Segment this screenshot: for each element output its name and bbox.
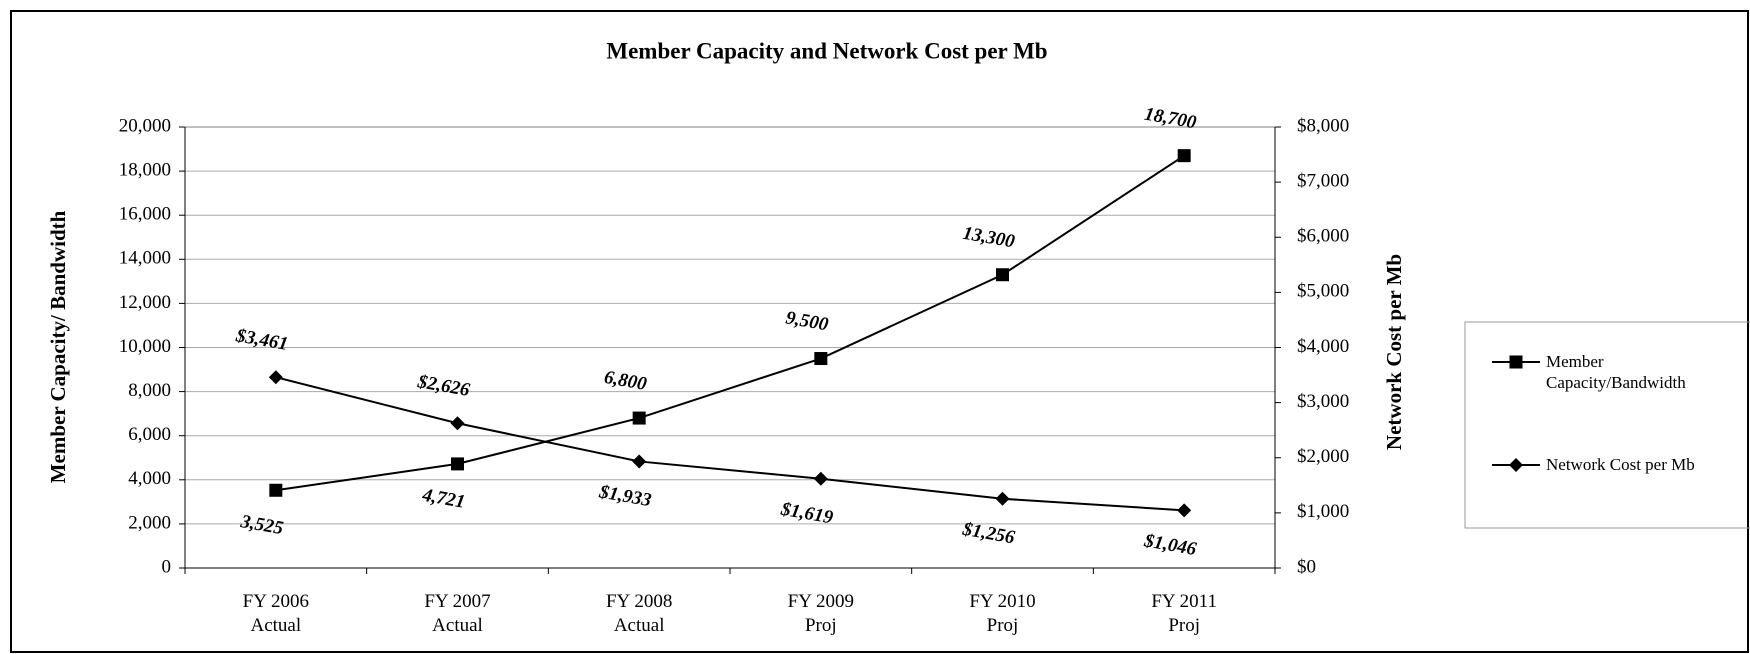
- x-tick-label: FY 2009 Proj: [787, 591, 854, 636]
- data-point: [995, 491, 1010, 506]
- y-axis-title: Member Capacity/ Bandwidth: [46, 210, 70, 483]
- data-label: 4,721: [420, 485, 467, 513]
- y-tick-label: 16,000: [119, 204, 171, 225]
- data-point: [632, 454, 647, 469]
- y-tick-label: 2,000: [128, 512, 171, 533]
- data-point: [632, 411, 646, 425]
- y2-tick-label: $7,000: [1297, 170, 1349, 191]
- data-point: [814, 352, 828, 366]
- chart-border: [10, 10, 1749, 653]
- y2-tick-label: $4,000: [1297, 336, 1349, 357]
- y-tick-label: 12,000: [119, 292, 171, 313]
- chart-title: Member Capacity and Network Cost per Mb: [606, 38, 1047, 63]
- x-tick-label: FY 2010 Proj: [969, 591, 1036, 636]
- data-label: 9,500: [784, 307, 830, 335]
- data-point: [269, 483, 283, 497]
- legend-label: Network Cost per Mb: [1546, 455, 1695, 474]
- legend-box: [1464, 321, 1750, 529]
- y-tick-label: 14,000: [119, 248, 171, 269]
- data-label: 3,525: [238, 511, 285, 539]
- y2-tick-label: $1,000: [1297, 501, 1349, 522]
- data-label: $3,461: [233, 325, 289, 355]
- data-point: [451, 457, 464, 471]
- y-tick-label: 20,000: [119, 115, 171, 136]
- y2-tick-label: $5,000: [1297, 281, 1349, 302]
- legend-marker: [1509, 458, 1523, 472]
- data-point: [450, 416, 465, 431]
- x-tick-label: FY 2007 Actual: [424, 591, 491, 636]
- y-tick-label: 10,000: [119, 336, 171, 357]
- data-point: [996, 268, 1009, 282]
- series-line: [275, 376, 1185, 512]
- data-point: [1177, 149, 1191, 163]
- x-tick-label: FY 2011 Proj: [1151, 591, 1217, 636]
- y2-tick-label: $0: [1297, 556, 1316, 577]
- x-tick-label: FY 2006 Actual: [242, 591, 309, 636]
- y-tick-label: 8,000: [128, 380, 171, 401]
- legend-marker: [1509, 355, 1523, 369]
- data-label: 6,800: [602, 367, 648, 395]
- data-label: 18,700: [1143, 104, 1199, 134]
- data-point: [1177, 503, 1192, 518]
- data-label: $1,256: [960, 519, 1017, 549]
- legend-label: Member Capacity/Bandwidth: [1546, 352, 1686, 392]
- data-label: 13,300: [961, 223, 1017, 253]
- y2-tick-label: $2,000: [1297, 446, 1349, 467]
- data-point: [813, 471, 828, 486]
- y-tick-label: 0: [162, 556, 172, 577]
- y-tick-label: 6,000: [128, 424, 171, 445]
- y2-tick-label: $3,000: [1297, 391, 1349, 412]
- series-line: [275, 154, 1185, 492]
- y2-tick-label: $6,000: [1297, 226, 1349, 247]
- y2-tick-label: $8,000: [1297, 115, 1349, 136]
- data-point: [268, 370, 283, 385]
- y-tick-label: 18,000: [119, 159, 171, 180]
- data-label: $1,933: [597, 481, 653, 511]
- x-tick-label: FY 2008 Actual: [605, 591, 673, 636]
- data-label: $2,626: [415, 371, 472, 401]
- y2-axis-title: Network Cost per Mb: [1382, 254, 1406, 450]
- y-tick-label: 4,000: [128, 468, 171, 489]
- data-label: $1,046: [1142, 530, 1199, 560]
